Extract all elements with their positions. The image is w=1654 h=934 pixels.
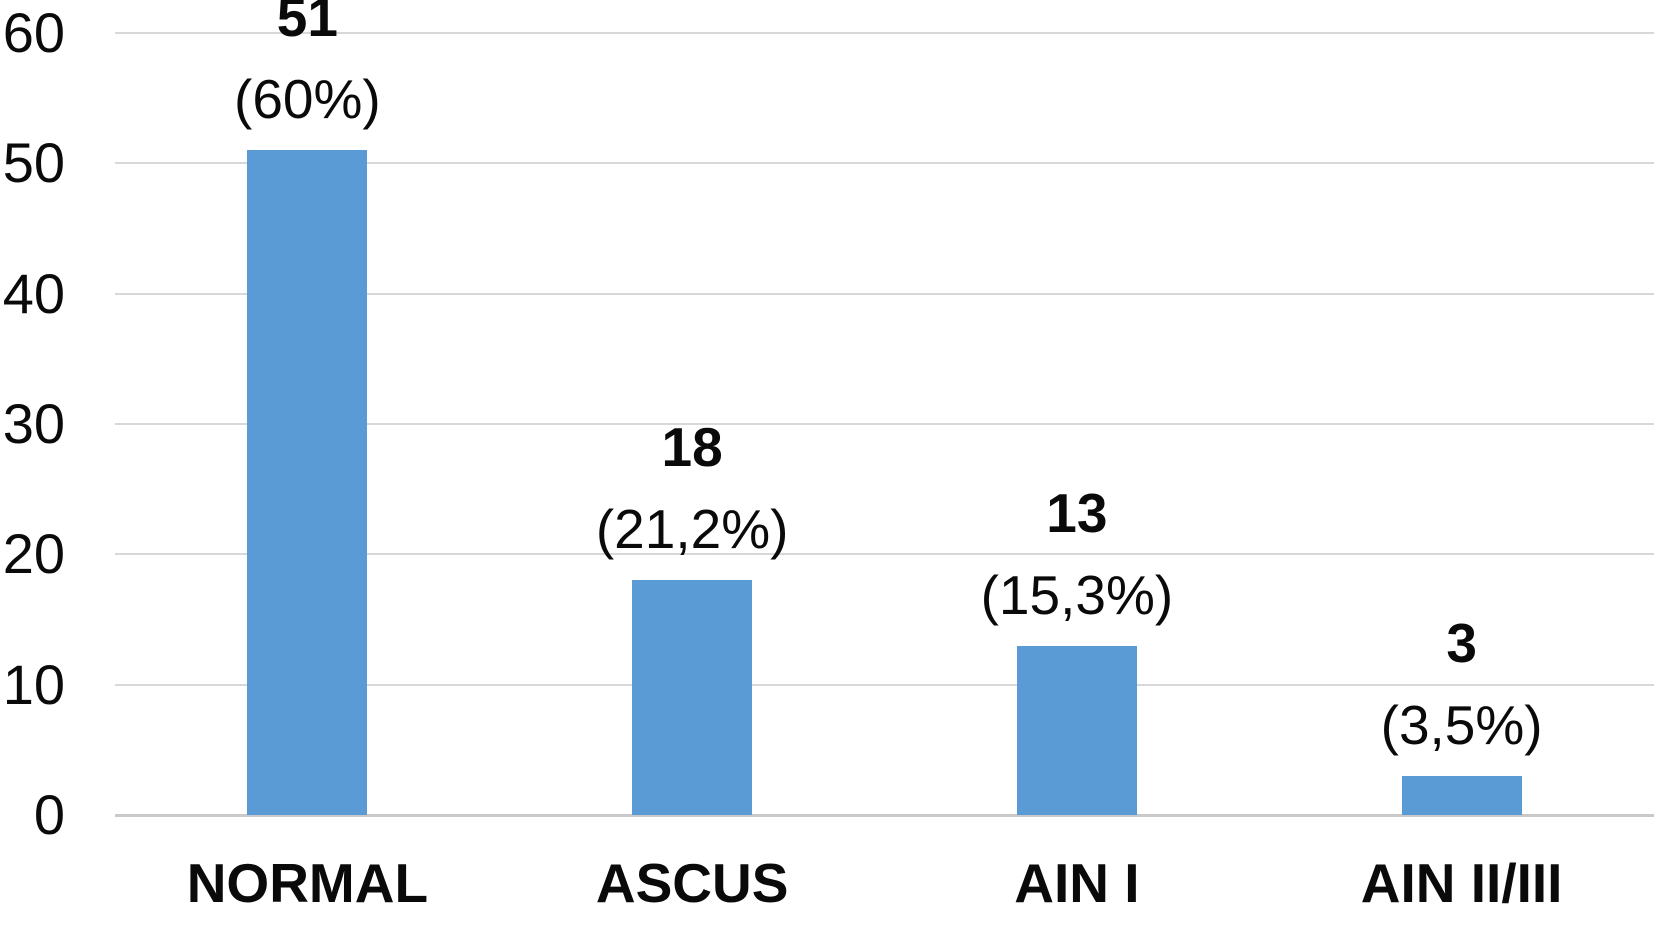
bar-count-label: 13 [1046,481,1108,544]
gridline [115,292,1654,295]
bar-percent-label: (3,5%) [1380,693,1543,756]
bar-percent-label: (21,2%) [595,498,789,561]
bar-count-label: 3 [1446,611,1477,674]
gridline [115,32,1654,34]
x-axis-category-label: AIN II/III [1360,852,1563,914]
bar-slot: 18 (21,2%) [500,33,885,815]
bar-value-label: 13 (15,3%) [877,472,1277,636]
bar [1401,775,1522,815]
x-axis-category-label: AIN I [1014,852,1140,914]
y-axis-tick-label: 60 [2,1,65,64]
bar [632,580,753,815]
bar-count-label: 51 [276,0,338,49]
y-axis-tick-label: 20 [2,522,65,586]
bar-value-label: 51 (60%) [107,0,507,140]
bar-percent-label: (15,3%) [980,563,1174,626]
x-axis-line [115,814,1654,817]
y-axis-tick-label: 30 [2,392,65,455]
bar-percent-label: (60%) [234,68,381,131]
gridline [115,683,1654,686]
x-axis: NORMAL ASCUS AIN I AIN II/III [115,850,1654,930]
plot-area: 51 (60%) 18 (21,2%) 13 (15,3%) 3 (3,5%) [115,0,1654,817]
x-axis-category-label: ASCUS [595,852,789,914]
gridline [115,553,1654,556]
y-axis-tick-label: 40 [2,261,65,325]
bar-slot: 51 (60%) [115,0,500,815]
y-axis-tick-label: 10 [2,652,65,716]
gridline [115,423,1654,425]
x-axis-category-label: NORMAL [186,852,429,914]
y-axis-tick-label: 0 [33,783,65,846]
y-axis-tick-label: 50 [2,131,65,195]
gridline [115,162,1654,165]
bar [247,150,368,815]
bar-value-label: 3 (3,5%) [1262,602,1654,766]
bar-slot: 13 (15,3%) [885,33,1270,815]
bar-value-label: 18 (21,2%) [492,406,892,570]
bar-count-label: 18 [661,416,723,479]
bar-slot: 3 (3,5%) [1269,33,1654,815]
bar [1016,645,1137,815]
